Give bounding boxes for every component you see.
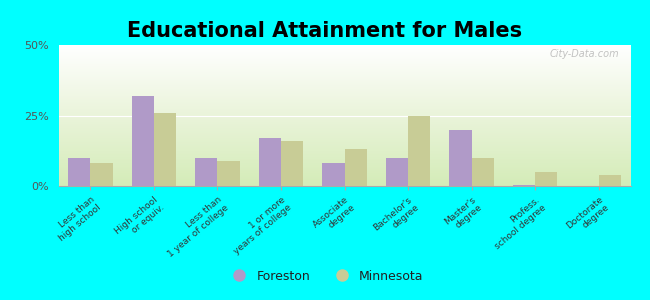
Bar: [449, 130, 472, 186]
Text: City-Data.com: City-Data.com: [549, 49, 619, 59]
Bar: [68, 158, 90, 186]
Bar: [599, 175, 621, 186]
Bar: [217, 160, 240, 186]
Bar: [322, 164, 344, 186]
Bar: [472, 158, 494, 186]
Bar: [344, 149, 367, 186]
Text: Educational Attainment for Males: Educational Attainment for Males: [127, 21, 523, 41]
Bar: [259, 138, 281, 186]
Bar: [281, 141, 303, 186]
Bar: [90, 164, 112, 186]
Bar: [513, 184, 535, 186]
Bar: [386, 158, 408, 186]
Bar: [408, 116, 430, 186]
Legend: Foreston, Minnesota: Foreston, Minnesota: [222, 265, 428, 288]
Bar: [195, 158, 217, 186]
Bar: [131, 96, 154, 186]
Bar: [535, 172, 558, 186]
Bar: [154, 113, 176, 186]
